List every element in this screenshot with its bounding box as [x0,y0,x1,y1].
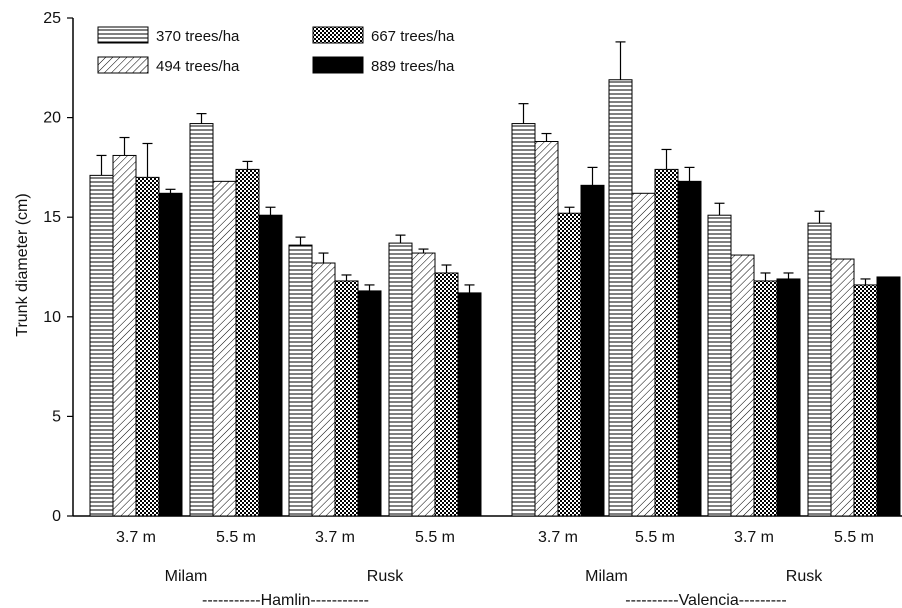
bar [730,254,755,517]
legend-swatch [97,56,149,74]
variety-label: ----------Valencia--------- [625,592,786,608]
x-tick-label: 3.7 m [116,529,156,546]
bar [189,123,214,517]
bars [89,41,901,517]
legend-label: 494 trees/ha [156,58,240,75]
x-tick-label: 5.5 m [415,529,455,546]
y-tick-label: 20 [43,110,61,127]
bar [608,79,633,517]
axes: 0 5 10 15 20 25 3.7 m 5.5 m 3.7 m 5.5 m 3.7 m 5.5 m… [43,10,902,608]
bar [235,168,260,517]
y-axis-title: Trunk diameter (cm) [14,193,31,336]
bar [853,284,878,517]
x-tick-label: 5.5 m [216,529,256,546]
bar [707,214,732,517]
y-tick-label: 0 [52,508,61,525]
y-tick-label: 10 [43,309,61,326]
x-tick-label: 3.7 m [315,529,355,546]
legend-swatch [97,26,149,44]
bar [753,280,778,517]
x-tick-label: 3.7 m [538,529,578,546]
x-tick-label: 5.5 m [834,529,874,546]
bar [457,292,482,517]
x-tick-label: 3.7 m [734,529,774,546]
legend-label: 889 trees/ha [371,58,455,75]
y-tick-label: 15 [43,209,61,226]
variety-label: -----------Hamlin----------- [202,592,369,608]
bar [876,276,901,517]
bar [135,176,160,517]
bar [288,244,313,517]
y-tick-label: 5 [52,408,61,425]
site-label: Milam [585,568,628,585]
bar [776,278,801,517]
legend-label: 667 trees/ha [371,28,455,45]
bar [258,214,283,517]
legend-swatch [312,26,364,44]
site-label: Rusk [786,568,823,585]
bar [534,141,559,517]
x-tick-label: 5.5 m [635,529,675,546]
bar [311,262,336,517]
bar [212,180,237,517]
y-tick-label: 25 [43,10,61,27]
bar [677,180,702,517]
bar [112,154,137,517]
bar [807,222,832,517]
legend: 370 trees/ha 494 trees/ha 667 trees/ha 889 … [97,26,455,75]
bar [511,123,536,517]
legend-swatch [312,56,364,74]
bar [654,168,679,517]
bar [89,174,114,517]
bar [388,242,413,517]
bar [830,258,855,517]
bar [434,272,459,517]
bar [557,212,582,517]
bar [580,184,605,517]
bar [334,280,359,517]
bar [158,192,183,517]
site-label: Rusk [367,568,404,585]
bar [411,252,436,517]
legend-label: 370 trees/ha [156,28,240,45]
bar [357,290,382,517]
site-label: Milam [165,568,208,585]
bar [631,192,656,517]
